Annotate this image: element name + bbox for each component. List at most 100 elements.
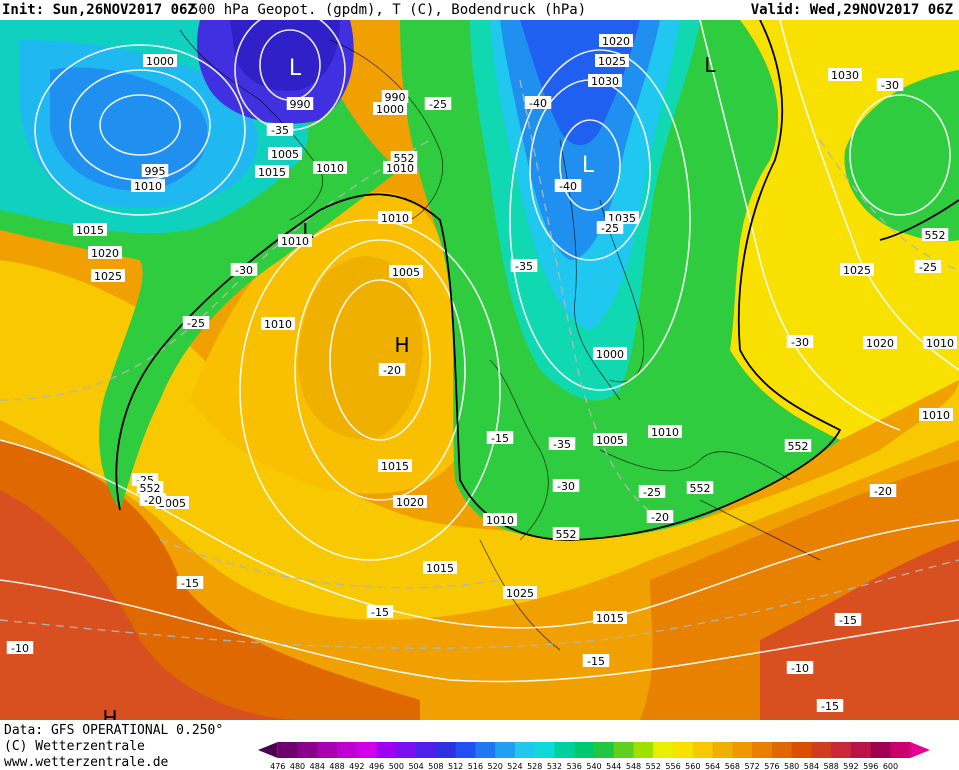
color-scale-tick: 536 [567,762,582,770]
temperature-label-box [596,221,624,234]
color-scale-swatch [673,742,694,758]
isobar-label-box [268,147,302,160]
temperature-label-box [552,479,580,492]
temperature-label: -20 [651,511,669,524]
color-scale-swatch [574,742,595,758]
isobar-label: 990 [385,91,406,104]
color-scale-tick: 544 [606,762,621,770]
color-scale-tick: 488 [329,762,344,770]
color-scale-swatch [376,742,397,758]
isobar-label-box [73,223,107,236]
geopotential-label-box [784,439,812,452]
temperature-label-box [786,661,814,674]
isobar-label: 1010 [651,426,679,439]
temperature-label: -10 [791,662,809,675]
color-scale-tick: 596 [863,762,878,770]
color-scale-tick: 588 [824,762,839,770]
isobar-label: 1005 [271,148,299,161]
isobar-label-box [91,269,125,282]
color-scale-swatch [712,742,733,758]
isobar-label-box [88,246,122,259]
color-scale-tick: 532 [547,762,562,770]
temperature-label: -30 [235,264,253,277]
color-scale-swatch [653,742,674,758]
isobar-labels: 1000990995101010151020102510109901000100… [73,34,957,625]
temperature-label: -40 [529,97,547,110]
isobar-label: 1020 [866,337,894,350]
isobar-label-box [593,347,627,360]
data-source: Data: GFS OPERATIONAL 0.250° [4,723,224,738]
isobar-label: 1015 [426,562,454,575]
temperature-label: -15 [491,432,509,445]
color-scale-swatch [277,742,299,758]
color-scale-bar: 476 480 484 488 492 496 500 504 508 512 516 520 524 5… [258,742,930,770]
isobar-label-box [278,234,312,247]
temperature-label: -15 [839,614,857,627]
temperature-label-box [182,316,210,329]
temperature-label-box [176,576,204,589]
color-scale-swatch [890,742,911,758]
color-scale-swatch [317,742,338,758]
isobar-label: 1015 [76,224,104,237]
temperature-labels: -25 -35 -40 -40 -35 -30 -25 -15 -20 -30 -35 -30 -25 -… [6,78,942,713]
isobar-label: 1000 [146,55,174,68]
temperature-label-box [816,699,844,712]
color-scale-tick: 492 [349,762,364,770]
color-scale-swatch [831,742,852,758]
color-scale-tick: 512 [448,762,463,770]
website-link[interactable]: www.wetterzentrale.de [4,755,169,770]
isobar-label-box [261,317,295,330]
isobar-label-box [503,586,537,599]
isobar-label: 1010 [486,514,514,527]
temperature-label-box [548,437,576,450]
temperature-label: -25 [187,317,205,330]
color-scale-swatch [554,742,575,758]
isobar-label-box [389,265,423,278]
color-scale-tick: 584 [804,762,819,770]
temperature-label-box [638,485,666,498]
isobar-label-box [313,161,347,174]
color-scale-tick: 568 [725,762,740,770]
color-scale-swatch [534,742,555,758]
temperature-label: -30 [791,336,809,349]
isobar-label: 1010 [381,212,409,225]
color-scale-swatch [633,742,654,758]
color-scale-swatch [514,742,536,758]
temperature-label: -15 [587,655,605,668]
low-symbol: L [582,153,595,178]
temperature-label: -30 [557,480,575,493]
geopotential-labels: 552 552 552 552 552 552 [136,151,949,541]
color-scale-tick: 540 [586,762,601,770]
color-scale-swatch [692,742,714,758]
temperature-label-box [554,179,582,192]
isobar-label: 1010 [386,162,414,175]
color-scale-swatch [495,742,516,758]
weather-map[interactable]: L L L L H H 1000 990 995 1010 1015 1020 1025 10… [0,20,959,720]
temperature-label: -35 [271,124,289,137]
isobar-label-box [595,54,629,67]
temperature-label: -20 [383,364,401,377]
isobar-label-box [286,97,314,110]
temperature-label: -15 [181,577,199,590]
isobar-label-box [393,495,427,508]
isobar-label-box [863,336,897,349]
color-scale-tick: 548 [626,762,641,770]
color-scale-swatch [732,742,753,758]
high-symbol: H [102,706,117,720]
isobar-label: 1015 [258,166,286,179]
temperature-label-box [646,510,674,523]
color-scale-swatch [396,742,417,758]
geopotential-label-box [552,527,580,540]
temperature-label: -20 [874,485,892,498]
temperature-label: -15 [821,700,839,713]
temperature-label-box [378,363,406,376]
geopotential-label-box [390,151,418,164]
isobar-label: 1010 [134,180,162,193]
geopotential-label: 552 [140,482,161,495]
isobar-label-box [840,263,874,276]
temperature-label-box [266,123,294,136]
temperature-label: -25 [643,486,661,499]
color-scale-swatch [791,742,812,758]
low-symbol: L [289,56,302,81]
isobar-label-box [423,561,457,574]
